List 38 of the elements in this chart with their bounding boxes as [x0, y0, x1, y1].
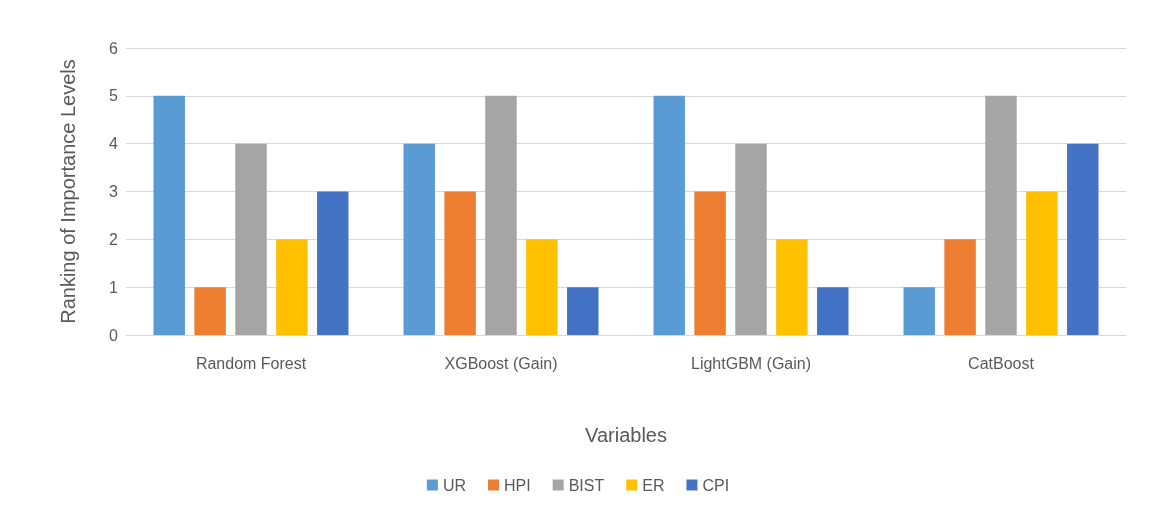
y-axis-title: Ranking of Importance Levels [57, 59, 79, 324]
x-tick-label: Random Forest [195, 354, 307, 372]
bar [1026, 191, 1058, 335]
bar [567, 287, 599, 335]
y-tick-label: 0 [109, 326, 119, 344]
bar [1067, 143, 1099, 335]
bar [903, 287, 935, 335]
bar [526, 239, 558, 335]
bar [276, 239, 308, 335]
y-tick-label: 3 [109, 183, 119, 200]
bar [153, 95, 185, 335]
bar [653, 95, 685, 335]
legend-label: CPI [702, 476, 730, 494]
y-tick-label: 4 [109, 135, 119, 153]
legend-label: HPI [503, 476, 531, 494]
bar [444, 191, 476, 335]
bar [485, 95, 517, 335]
bar [776, 239, 808, 335]
bar [735, 143, 767, 335]
bar [985, 95, 1017, 335]
x-tick-label: LightGBM (Gain) [690, 354, 812, 372]
bar [694, 191, 726, 335]
bar [403, 143, 435, 335]
legend-label: ER [642, 476, 665, 494]
bar [317, 191, 349, 335]
y-tick-label: 1 [109, 278, 119, 296]
y-tick-label: 2 [109, 230, 119, 248]
x-axis-title: Variables [585, 424, 667, 446]
bar [194, 287, 226, 335]
bar [944, 239, 976, 335]
x-tick-label: XGBoost (Gain) [444, 354, 558, 372]
bar [817, 287, 849, 335]
y-tick-label: 5 [109, 87, 119, 105]
y-tick-label: 6 [109, 39, 119, 57]
bar [235, 143, 267, 335]
x-tick-label: CatBoost [968, 354, 1035, 372]
legend-label: BIST [568, 476, 605, 494]
legend-label: UR [442, 476, 466, 494]
